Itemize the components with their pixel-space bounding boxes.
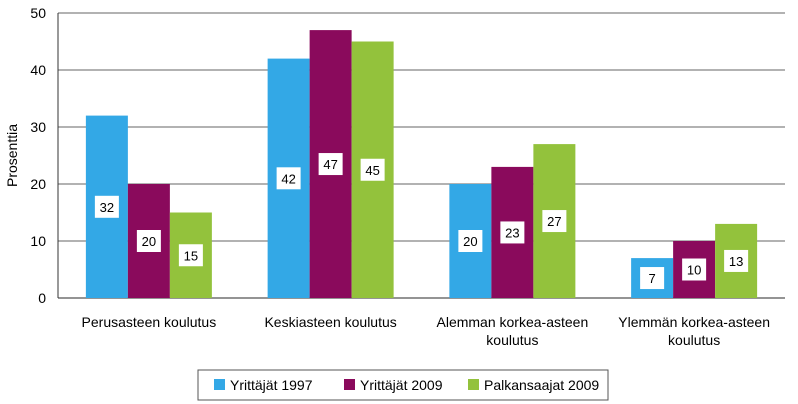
data-label-box [458, 230, 483, 252]
x-tick-label-line: Ylemmän korkea-asteen [618, 314, 770, 330]
data-label-box [276, 167, 301, 190]
data-label: 15 [184, 248, 198, 263]
data-label: 13 [729, 254, 743, 269]
legend: Yrittäjät 1997 Yrittäjät 2009 Palkansaajat… [197, 369, 609, 401]
x-axis: Perusasteen koulutus Keskiasteen koulutus… [82, 314, 770, 348]
data-label: 47 [323, 157, 337, 172]
y-axis-label: Prosenttia [4, 124, 20, 187]
data-label-box [682, 258, 707, 281]
x-tick-label: Ylemmän korkea-asteen koulutus [618, 314, 770, 348]
data-label: 45 [365, 163, 379, 178]
data-label: 42 [281, 171, 295, 186]
data-label-box [136, 230, 161, 252]
x-tick-label-line: Perusasteen koulutus [82, 314, 217, 330]
x-tick-label: Keskiasteen koulutus [264, 314, 396, 330]
data-label-box [360, 158, 385, 181]
data-label: 20 [142, 234, 156, 249]
data-label-box [724, 249, 749, 272]
legend-label: Palkansaajat 2009 [484, 377, 599, 393]
data-label-box [94, 195, 119, 218]
data-labels: 32 20 15 42 47 45 20 23 27 7 10 13 [94, 153, 749, 290]
x-tick-label-line: koulutus [486, 332, 538, 348]
data-label: 7 [649, 271, 656, 286]
y-tick-label: 30 [30, 119, 46, 135]
y-tick-label: 10 [30, 233, 46, 249]
data-label-box [500, 221, 525, 244]
x-tick-label: Alemman korkea-asteen koulutus [437, 314, 589, 348]
x-tick-label: Perusasteen koulutus [82, 314, 217, 330]
legend-swatch [344, 379, 355, 390]
data-label-box [178, 244, 203, 267]
data-label: 27 [547, 214, 561, 229]
data-label: 23 [505, 225, 519, 240]
y-tick-label: 20 [30, 176, 46, 192]
x-tick-label-line: Alemman korkea-asteen [437, 314, 589, 330]
y-axis-ticks: 0 10 20 30 40 50 [30, 5, 46, 306]
x-tick-label-line: koulutus [668, 332, 720, 348]
legend-label: Yrittäjät 2009 [360, 377, 443, 393]
legend-box [197, 369, 609, 401]
y-tick-label: 50 [30, 5, 46, 21]
y-tick-label: 40 [30, 62, 46, 78]
y-tick-label: 0 [38, 290, 46, 306]
data-label-box [318, 153, 343, 176]
x-tick-label-line: Keskiasteen koulutus [264, 314, 396, 330]
data-label: 32 [100, 200, 114, 215]
legend-label: Yrittäjät 1997 [230, 377, 313, 393]
data-label: 10 [687, 263, 701, 278]
legend-swatch [468, 379, 479, 390]
data-label-box [640, 267, 665, 290]
data-label: 20 [463, 234, 477, 249]
legend-swatch [214, 379, 225, 390]
data-label-box [542, 210, 567, 233]
